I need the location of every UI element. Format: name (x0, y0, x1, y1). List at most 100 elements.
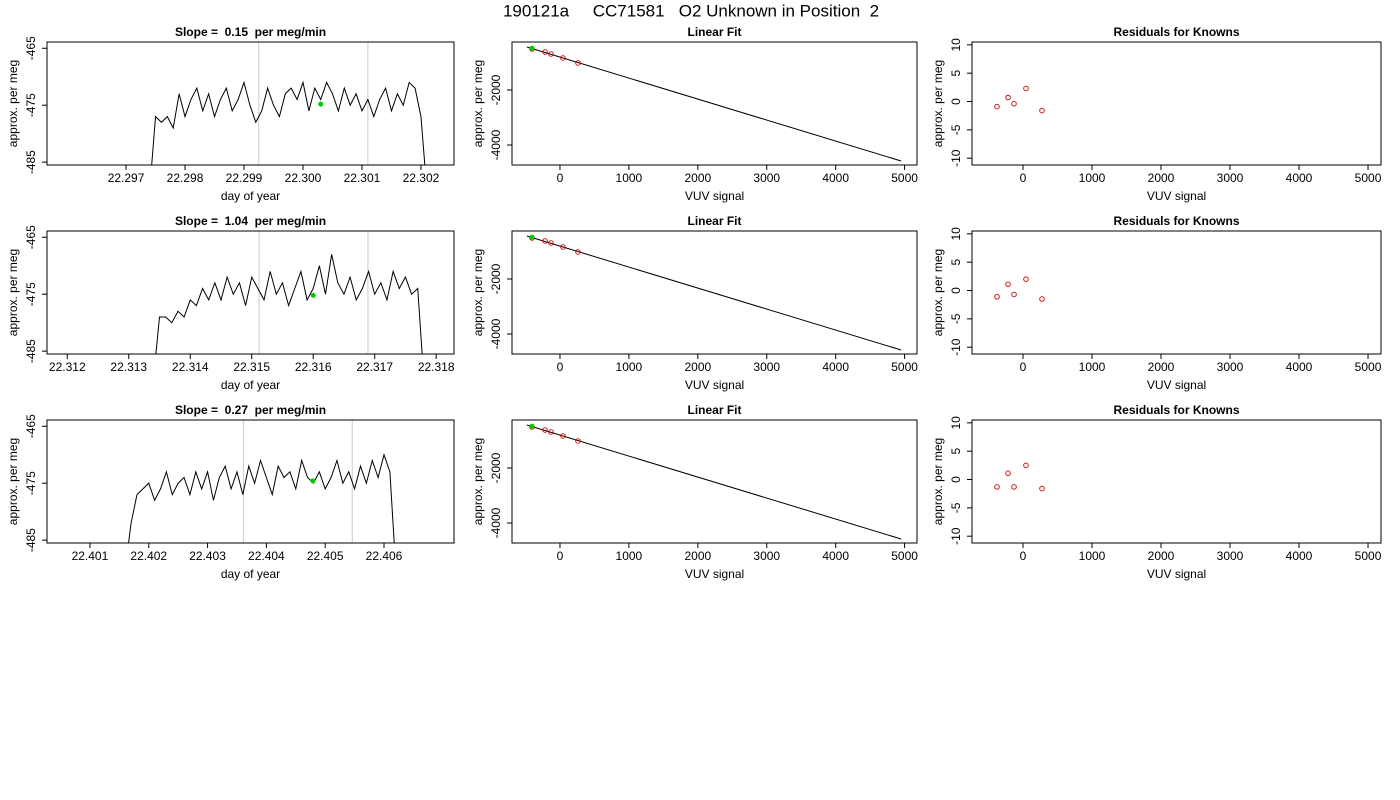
data-point (1005, 281, 1011, 288)
data-point (560, 433, 566, 439)
data-point (1023, 276, 1029, 282)
y-tick-label: 10 (949, 38, 963, 52)
x-tick-label: 22.318 (418, 360, 455, 374)
panel: Slope = 1.04 per meg/min day of year appro… (6, 214, 455, 392)
data-point (560, 55, 566, 61)
panel: Residuals for Knowns VUV signal approx. pe… (931, 403, 1382, 581)
y-tick-label: -465 (24, 36, 38, 60)
x-tick-label: 2000 (1148, 171, 1175, 185)
data-point (548, 51, 554, 57)
y-tick-label: 0 (949, 476, 963, 483)
x-tick-label: 22.299 (226, 171, 263, 185)
x-tick-label: 2000 (1148, 360, 1175, 374)
y-axis-label: approx. per meg (471, 438, 485, 525)
x-tick-label: 4000 (822, 171, 849, 185)
x-tick-label: 5000 (891, 549, 918, 563)
x-tick-label: 3000 (1217, 360, 1244, 374)
x-tick-label: 22.298 (167, 171, 204, 185)
x-tick-label: 5000 (891, 360, 918, 374)
y-tick-label: -4000 (489, 507, 503, 538)
x-tick-label: 3000 (753, 360, 780, 374)
data-line (155, 254, 423, 354)
x-tick-label: 2000 (684, 360, 711, 374)
x-tick-label: 1000 (1079, 360, 1106, 374)
highlight-point (318, 101, 324, 107)
data-line (151, 80, 426, 165)
x-tick-label: 2000 (684, 171, 711, 185)
panel: Residuals for Knowns VUV signal approx. pe… (931, 25, 1382, 203)
y-tick-label: 10 (949, 416, 963, 430)
data-point (548, 429, 554, 435)
data-point (1011, 101, 1017, 107)
data-line (128, 453, 395, 543)
x-axis-label: VUV signal (1147, 567, 1206, 581)
x-tick-label: 4000 (822, 549, 849, 563)
y-axis-label: approx. per meg (931, 438, 945, 525)
y-axis-label: approx. per meg (931, 249, 945, 336)
x-tick-label: 22.313 (110, 360, 147, 374)
x-tick-label: 3000 (753, 171, 780, 185)
x-tick-label: 22.403 (189, 549, 226, 563)
plot-area (994, 462, 1045, 492)
data-point (1011, 484, 1017, 490)
y-tick-label: -475 (24, 282, 38, 306)
data-point (542, 427, 548, 433)
y-tick-label: -4000 (489, 318, 503, 349)
x-tick-label: 22.402 (130, 549, 167, 563)
panel: Residuals for Knowns VUV signal approx. pe… (931, 214, 1382, 392)
axes-box (971, 419, 1382, 544)
x-tick-label: 22.315 (233, 360, 270, 374)
x-tick-label: 1000 (1079, 549, 1106, 563)
highlight-point (310, 478, 316, 484)
data-point (994, 103, 1000, 110)
y-axis-label: approx. per meg (6, 60, 20, 147)
x-tick-label: 22.297 (108, 171, 145, 185)
y-tick-label: 0 (949, 287, 963, 294)
y-tick-label: 10 (949, 227, 963, 241)
x-tick-label: 5000 (891, 171, 918, 185)
data-point (548, 240, 554, 246)
x-tick-label: 0 (1020, 360, 1027, 374)
panel-title: Slope = 0.15 per meg/min (175, 25, 326, 39)
data-point (994, 294, 1000, 300)
x-tick-label: 3000 (1217, 549, 1244, 563)
x-tick-label: 1000 (616, 549, 643, 563)
data-point (575, 60, 581, 66)
y-tick-label: -5 (949, 313, 963, 324)
x-axis-label: day of year (221, 567, 280, 581)
y-tick-label: -5 (949, 124, 963, 135)
x-tick-label: 22.302 (403, 171, 440, 185)
panel-title: Residuals for Knowns (1113, 25, 1239, 39)
x-tick-label: 22.401 (72, 549, 109, 563)
x-tick-label: 2000 (684, 549, 711, 563)
data-point (542, 238, 548, 244)
y-axis-label: approx. per meg (471, 249, 485, 336)
plot-area (151, 42, 426, 165)
data-point (1023, 85, 1029, 92)
x-tick-label: 22.405 (307, 549, 344, 563)
x-tick-label: 0 (1020, 549, 1027, 563)
x-tick-label: 22.406 (366, 549, 403, 563)
y-axis-label: approx. per meg (6, 438, 20, 525)
y-tick-label: -475 (24, 471, 38, 495)
plot-area (994, 85, 1045, 114)
plot-area (526, 234, 902, 351)
x-tick-label: 5000 (1355, 171, 1382, 185)
panel-title: Linear Fit (687, 403, 741, 417)
x-tick-label: 0 (557, 171, 564, 185)
data-point (1011, 291, 1017, 298)
data-point (575, 438, 581, 444)
axes-box (46, 41, 455, 166)
panel: Linear Fit VUV signal approx. per meg 0 1000… (471, 25, 918, 203)
x-tick-label: 4000 (1286, 171, 1313, 185)
x-tick-label: 0 (1020, 171, 1027, 185)
x-tick-label: 22.316 (295, 360, 332, 374)
axes-box (46, 419, 455, 544)
x-tick-label: 22.404 (248, 549, 285, 563)
fit-line (526, 424, 902, 540)
x-tick-label: 22.301 (344, 171, 381, 185)
data-point (994, 484, 1000, 490)
y-tick-label: 5 (949, 448, 963, 455)
x-tick-label: 4000 (822, 360, 849, 374)
plot-area (526, 45, 902, 162)
